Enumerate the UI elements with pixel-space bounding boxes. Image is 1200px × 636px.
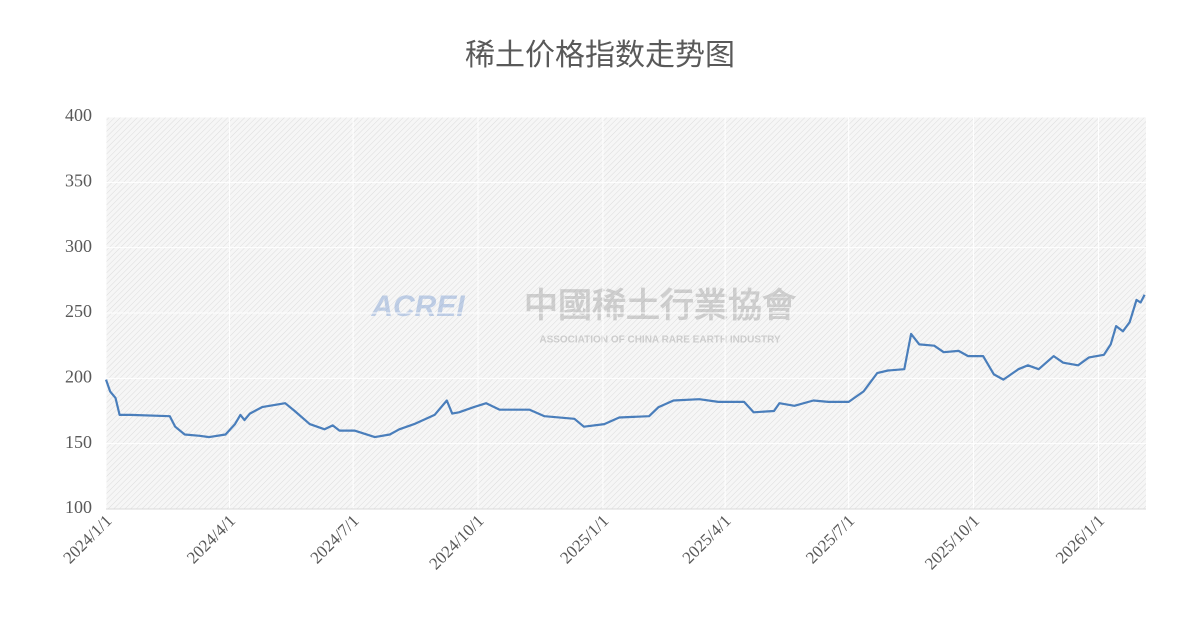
chart-title: 稀土价格指数走势图 [465,39,735,72]
x-tick-label: 2024/4/1 [183,511,239,567]
watermark: ACREI 中國稀土行業協會 ASSOCIATION OF CHINA RARE… [370,287,797,346]
y-tick-label: 250 [65,301,92,321]
watermark-name: 中國稀土行業協會 [524,287,797,325]
watermark-subtitle: ASSOCIATION OF CHINA RARE EARTH INDUSTRY [539,335,781,346]
y-tick-label: 200 [65,366,92,386]
y-tick-label: 350 [65,170,92,190]
x-tick-label: 2025/4/1 [679,511,735,567]
x-tick-label: 2025/7/1 [802,511,858,567]
price-line [104,294,1146,439]
y-tick-label: 150 [65,432,92,452]
watermark-logo: ACREI [370,290,465,323]
x-tick-label: 2024/7/1 [307,511,363,567]
x-tick-label: 2025/10/1 [921,511,983,573]
y-tick-label: 100 [65,497,92,517]
x-tick-label: 2024/10/1 [425,511,487,573]
y-tick-label: 300 [65,236,92,256]
x-tick-label: 2024/1/1 [59,511,115,567]
x-tick-label: 2025/1/1 [556,511,612,567]
y-tick-label: 400 [65,105,92,125]
x-tick-label: 2026/1/1 [1052,511,1108,567]
